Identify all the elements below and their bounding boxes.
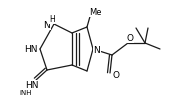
Text: Me: Me [89, 8, 101, 16]
Text: O: O [126, 33, 133, 42]
Text: N: N [94, 45, 100, 55]
Text: N: N [44, 20, 50, 29]
Text: H: H [49, 14, 55, 24]
Text: HN: HN [25, 81, 39, 89]
Text: HN: HN [24, 44, 38, 54]
Text: O: O [113, 70, 120, 80]
Text: iNH: iNH [20, 90, 32, 96]
